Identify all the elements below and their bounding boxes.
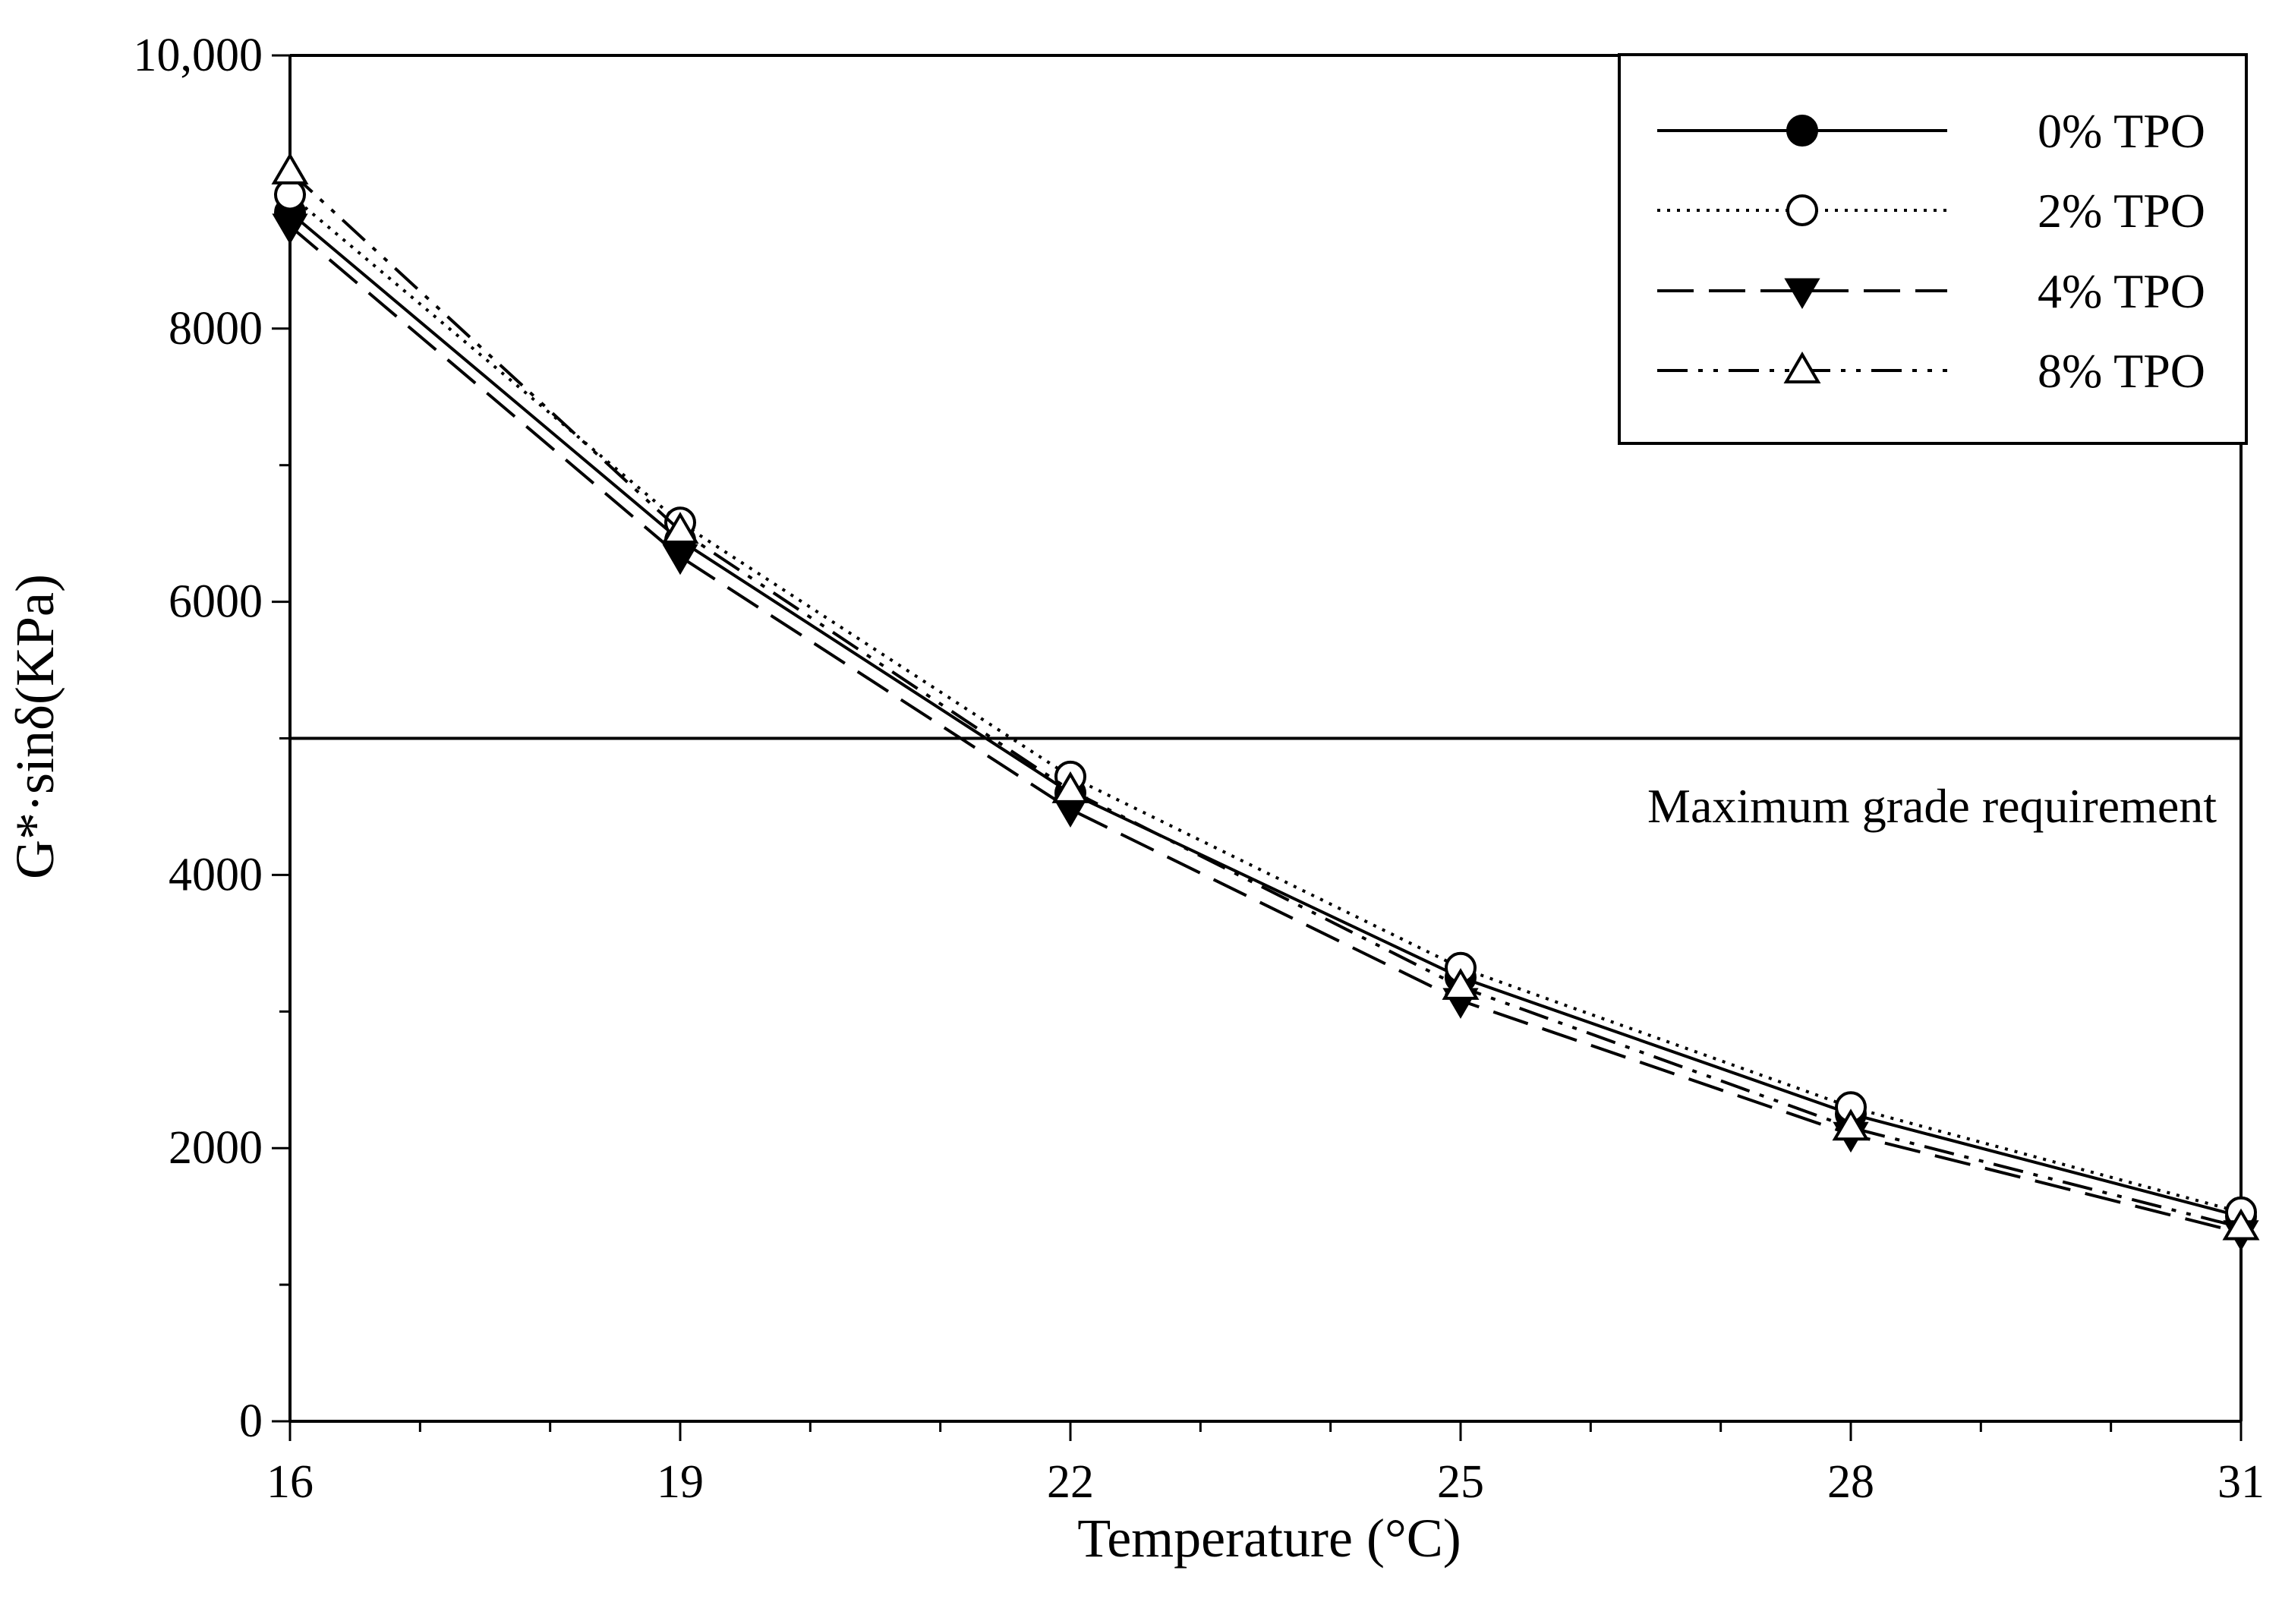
series-line bbox=[288, 225, 2242, 1235]
legend-label: 2% TPO bbox=[2038, 184, 2205, 238]
y-tick-label: 8000 bbox=[169, 303, 263, 355]
x-tick-label: 31 bbox=[2217, 1456, 2265, 1508]
axes: 0 2000 4000 6000 8000 10,000 16 19 22 25 28 31 bbox=[134, 30, 2265, 1508]
y-tick-label: 4000 bbox=[169, 849, 263, 900]
x-tick-label: 28 bbox=[1827, 1456, 1874, 1508]
y-tick-label: 6000 bbox=[169, 576, 263, 628]
data-point bbox=[1051, 771, 1089, 803]
x-tick-label: 22 bbox=[1047, 1456, 1094, 1508]
y-axis-title: G*·sinδ(KPa) bbox=[5, 574, 65, 879]
y-tick-label: 2000 bbox=[169, 1122, 263, 1174]
data-point bbox=[272, 213, 308, 244]
reference-line-label: Maximum grade requirement bbox=[1647, 779, 2217, 833]
y-tick-label: 10,000 bbox=[134, 30, 263, 81]
x-tick-label: 16 bbox=[266, 1456, 314, 1508]
data-point bbox=[274, 178, 306, 211]
data-point bbox=[662, 544, 698, 575]
data-point bbox=[1442, 967, 1480, 1000]
y-tick-label: 0 bbox=[239, 1395, 263, 1447]
series-8-tpo bbox=[271, 152, 2260, 1241]
legend-marker bbox=[1786, 115, 1818, 147]
data-point bbox=[2222, 1208, 2260, 1241]
legend-label: 8% TPO bbox=[2038, 344, 2205, 398]
data-point bbox=[1832, 1108, 1870, 1141]
data-point bbox=[271, 152, 309, 184]
x-axis-title: Temperature (°C) bbox=[1077, 1508, 1461, 1569]
legend-label: 0% TPO bbox=[2038, 104, 2205, 158]
series-line bbox=[288, 170, 2242, 1229]
legend-marker bbox=[1783, 352, 1821, 383]
x-tick-label: 25 bbox=[1437, 1456, 1484, 1508]
legend-box bbox=[1618, 53, 2248, 445]
series-line bbox=[288, 193, 2242, 1214]
x-tick-label: 19 bbox=[657, 1456, 704, 1508]
legend-label: 4% TPO bbox=[2038, 264, 2205, 318]
series-group bbox=[271, 152, 2260, 1251]
series-line bbox=[288, 211, 2242, 1219]
legend-marker bbox=[1786, 194, 1818, 226]
legend-marker bbox=[1784, 278, 1820, 309]
legend: 0% TPO 2% TPO 4% TPO 8% TPO bbox=[1618, 53, 2248, 445]
data-point bbox=[661, 512, 699, 544]
